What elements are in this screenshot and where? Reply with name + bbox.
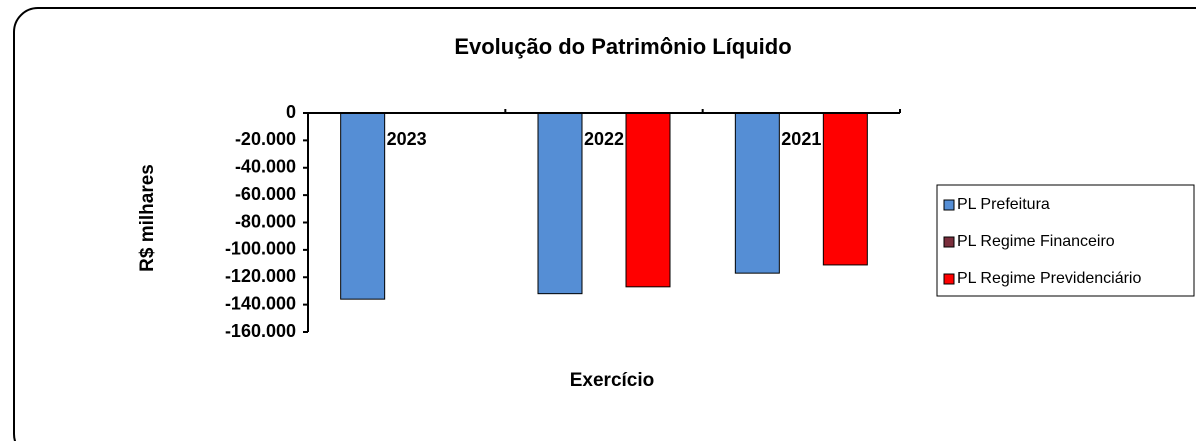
x-axis-label: Exercício	[570, 370, 655, 391]
chart-frame	[13, 7, 1196, 441]
y-axis-label: R$ milhares	[137, 164, 158, 272]
bar	[625, 112, 671, 288]
legend	[936, 184, 1195, 297]
legend-label: PL Regime Previdenciário	[957, 270, 1141, 287]
y-tick-label: 0	[286, 102, 296, 122]
x-tick-label: 2022	[584, 129, 624, 149]
y-tick-label: -20.000	[235, 129, 296, 149]
bar	[537, 112, 583, 295]
y-tick-label: -60.000	[235, 184, 296, 204]
legend-swatch	[943, 273, 955, 285]
bar	[340, 112, 386, 300]
legend-swatch	[943, 199, 955, 211]
y-tick-label: -80.000	[235, 211, 296, 231]
y-tick-label: -100.000	[225, 239, 296, 259]
bar	[734, 112, 780, 274]
bar	[822, 112, 868, 266]
y-tick-label: -40.000	[235, 157, 296, 177]
y-tick-label: -160.000	[225, 321, 296, 341]
legend-label: PL Prefeitura	[957, 196, 1050, 213]
y-tick-label: -120.000	[225, 266, 296, 286]
legend-label: PL Regime Financeiro	[957, 233, 1115, 250]
x-tick-label: 2023	[387, 129, 427, 149]
x-tick-label: 2021	[781, 129, 821, 149]
y-tick-label: -140.000	[225, 293, 296, 313]
legend-swatch	[943, 236, 955, 248]
chart-title: Evolução do Patrimônio Líquido	[454, 34, 791, 59]
